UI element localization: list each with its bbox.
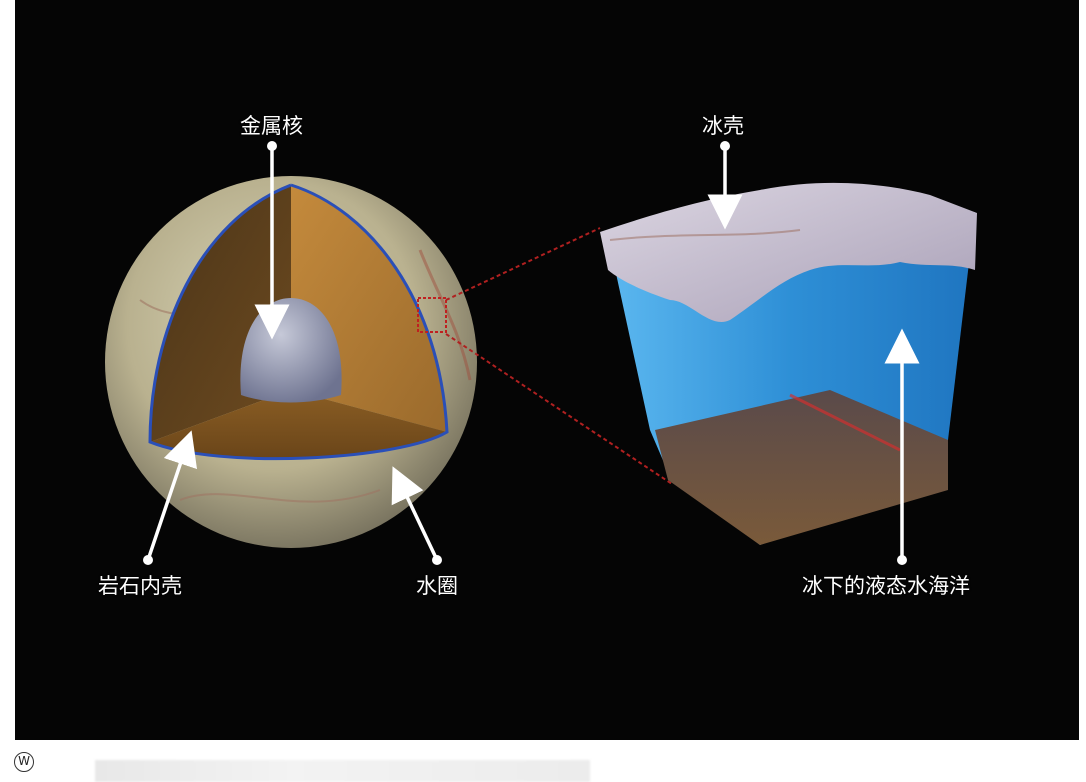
water-layer-label: 水圈: [416, 574, 458, 598]
rock-mantle-label: 岩石内壳: [98, 574, 182, 598]
pointer-arrows: [143, 141, 920, 565]
subsurface-ocean-label: 冰下的液态水海洋: [802, 574, 970, 598]
blurred-caption: [95, 760, 590, 782]
ice-shell-label: 冰壳: [702, 114, 744, 138]
watermark-logo: W: [14, 752, 34, 772]
ice-ocean-block: [600, 182, 977, 545]
zoom-indicator: [417, 227, 673, 485]
metal-core-label: 金属核: [240, 114, 303, 138]
